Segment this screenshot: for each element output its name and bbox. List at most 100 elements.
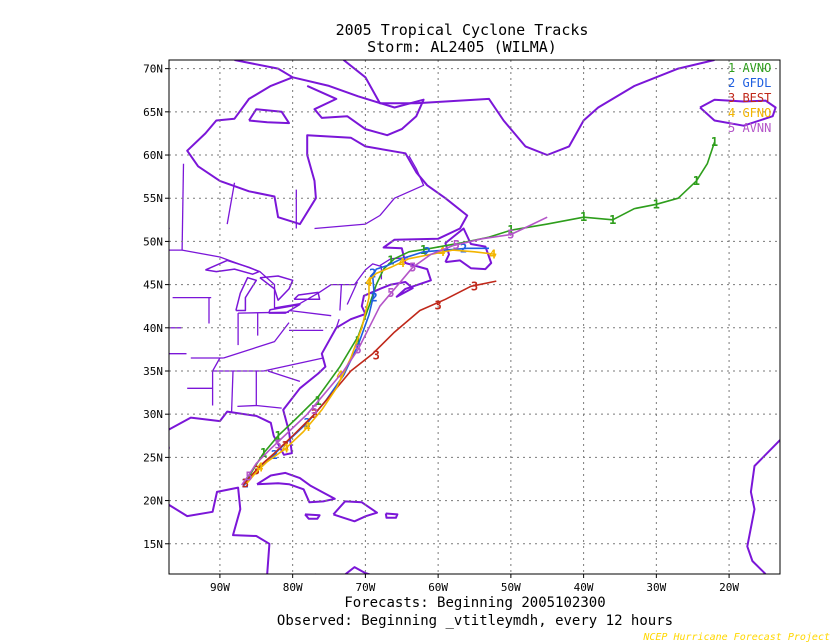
track-position-marker: 1 bbox=[354, 334, 361, 348]
lon-tick-label: 80W bbox=[283, 581, 303, 594]
coastline-southampton-island bbox=[248, 108, 290, 125]
coastline-central-america bbox=[169, 486, 271, 574]
track-position-marker: 1 bbox=[274, 429, 281, 443]
track-line bbox=[242, 280, 497, 486]
lon-tick-label: 30W bbox=[646, 581, 666, 594]
legend-entry: 2 GFDL bbox=[728, 76, 771, 90]
lake-outline bbox=[259, 275, 294, 301]
coastline-iceland bbox=[699, 98, 777, 127]
track-position-marker: 2 bbox=[304, 416, 311, 430]
credit-label: NCEP Hurricane Forecast Project bbox=[642, 632, 830, 643]
lat-tick-label: 40N bbox=[143, 322, 163, 335]
coastline-cuba bbox=[256, 471, 336, 504]
track-position-marker: 3 bbox=[471, 279, 478, 293]
coastline-hispaniola bbox=[332, 500, 378, 523]
lon-tick-label: 60W bbox=[428, 581, 448, 594]
track-position-marker: 4 bbox=[489, 247, 496, 261]
forecast-start-label: Forecasts: Beginning 2005102300 bbox=[344, 595, 605, 611]
legend-entry: 4 GFNO bbox=[728, 106, 771, 120]
track-position-marker: 1 bbox=[420, 243, 427, 257]
gridline-layer bbox=[169, 60, 780, 574]
political-border bbox=[267, 370, 301, 383]
track-position-marker: 4 bbox=[398, 256, 405, 270]
track-position-marker: 5 bbox=[274, 437, 281, 451]
lat-tick-label: 55N bbox=[143, 192, 163, 205]
track-position-marker: 1 bbox=[580, 210, 587, 224]
coastline-africa-west bbox=[746, 439, 780, 574]
track-position-marker: 4 bbox=[304, 420, 311, 434]
track-line bbox=[241, 216, 548, 486]
track-position-marker: 1 bbox=[693, 174, 700, 188]
track-position-marker: 5 bbox=[453, 238, 460, 252]
legend-entry: 5 AVNN bbox=[728, 121, 771, 135]
track-position-marker: 2 bbox=[271, 448, 278, 462]
coastline-baffin-island-south bbox=[292, 76, 425, 137]
lake-outline bbox=[293, 291, 321, 301]
political-border bbox=[288, 309, 332, 317]
political-border bbox=[314, 155, 425, 230]
lon-tick-label: 90W bbox=[210, 581, 230, 594]
lat-tick-label: 30N bbox=[143, 408, 163, 421]
map-background bbox=[169, 60, 780, 574]
political-border bbox=[223, 322, 290, 359]
lat-tick-label: 25N bbox=[143, 451, 163, 464]
lat-tick-label: 35N bbox=[143, 365, 163, 378]
political-border bbox=[181, 163, 185, 251]
storm-subtitle: Storm: AL2405 (WILMA) bbox=[367, 38, 557, 56]
lat-tick-label: 15N bbox=[143, 538, 163, 551]
track-position-marker: 3 bbox=[434, 298, 441, 312]
coastline-south-america-north bbox=[314, 566, 435, 574]
coastline-north-america-east-coast bbox=[169, 60, 469, 456]
track-position-marker: 4 bbox=[282, 442, 289, 456]
legend-entry: 1 AVNO bbox=[728, 61, 771, 75]
track-line bbox=[244, 141, 716, 484]
political-border bbox=[263, 357, 324, 372]
lon-tick-label: 40W bbox=[574, 581, 594, 594]
figure-title: 2005 Tropical Cyclone Tracks bbox=[336, 21, 589, 39]
track-position-marker: 1 bbox=[609, 213, 616, 227]
observed-label: Observed: Beginning _vtitleymdh, every 1… bbox=[277, 613, 673, 629]
track-position-marker: 1 bbox=[387, 253, 394, 267]
coastline-greenland bbox=[342, 60, 715, 156]
track-position-marker: 2 bbox=[460, 241, 467, 255]
coastline-newfoundland bbox=[444, 227, 493, 271]
track-position-marker: 2 bbox=[370, 291, 377, 305]
political-border bbox=[335, 318, 340, 329]
track-position-marker: 1 bbox=[711, 135, 718, 149]
track-position-marker: 3 bbox=[311, 407, 318, 421]
lat-tick-label: 45N bbox=[143, 279, 163, 292]
political-border bbox=[339, 284, 343, 311]
lat-tick-label: 60N bbox=[143, 149, 163, 162]
coastline-layer bbox=[169, 60, 780, 574]
track-position-marker: 5 bbox=[387, 286, 394, 300]
lake-outline bbox=[268, 303, 301, 314]
legend-entry: 3 BEST bbox=[728, 91, 771, 105]
track-position-marker: 4 bbox=[438, 245, 445, 259]
lat-tick-label: 50N bbox=[143, 235, 163, 248]
lon-tick-label: 50W bbox=[501, 581, 521, 594]
political-border bbox=[169, 249, 383, 309]
track-position-marker: 5 bbox=[409, 260, 416, 274]
lat-tick-label: 70N bbox=[143, 63, 163, 76]
track-position-marker: 5 bbox=[245, 469, 252, 483]
political-border bbox=[237, 404, 282, 409]
lon-tick-label: 20W bbox=[719, 581, 739, 594]
track-position-marker: 4 bbox=[365, 275, 372, 289]
track-position-marker: 1 bbox=[507, 223, 514, 237]
coastline-jamaica bbox=[304, 513, 321, 520]
lat-tick-label: 20N bbox=[143, 495, 163, 508]
lat-tick-label: 65N bbox=[143, 106, 163, 119]
lake-outline bbox=[205, 259, 260, 275]
track-position-marker: 3 bbox=[253, 463, 260, 477]
track-position-marker: 4 bbox=[256, 461, 263, 475]
track-5: 5 5 5 5 5 5 5 5 bbox=[241, 216, 548, 486]
track-position-marker: 5 bbox=[507, 228, 514, 242]
track-position-marker: 2 bbox=[369, 266, 376, 280]
map-frame bbox=[168, 59, 781, 575]
